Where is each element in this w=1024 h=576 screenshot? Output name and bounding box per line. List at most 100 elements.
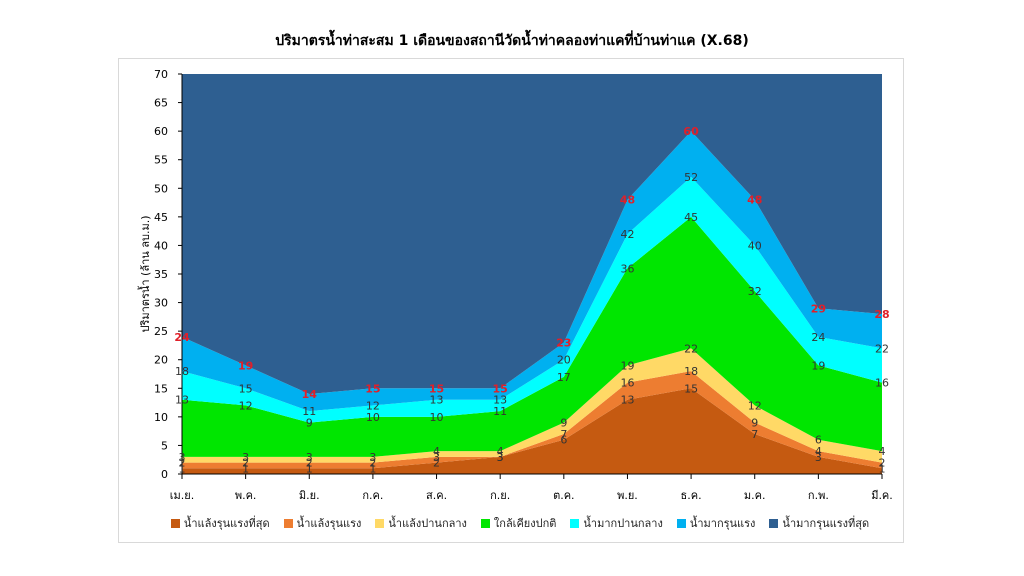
legend-swatch: [170, 518, 180, 528]
legend-item: น้ำมากรุนแรง: [676, 514, 756, 532]
data-label: 3: [497, 451, 504, 464]
y-tick-label: 10: [154, 411, 168, 424]
data-label: 3: [179, 451, 186, 464]
data-label: 9: [751, 417, 758, 430]
x-tick-label: ก.ย.: [490, 489, 510, 502]
data-label: 13: [493, 394, 507, 407]
legend-label: น้ำมากรุนแรงที่สุด: [782, 517, 870, 530]
data-label: 45: [684, 211, 698, 224]
data-label: 19: [238, 359, 253, 372]
data-label: 2: [433, 457, 440, 470]
legend-swatch: [769, 518, 779, 528]
data-label: 48: [747, 194, 762, 207]
data-label: 1: [306, 462, 313, 475]
data-label: 13: [430, 394, 444, 407]
data-label: 29: [811, 302, 826, 315]
legend-label: น้ำแล้งรุนแรง: [296, 517, 362, 530]
y-tick-label: 60: [154, 125, 168, 138]
legend-swatch: [375, 518, 385, 528]
data-label: 60: [683, 125, 699, 138]
data-label: 1: [242, 462, 249, 475]
y-tick-label: 65: [154, 97, 168, 110]
data-label: 10: [430, 411, 444, 424]
data-label: 11: [302, 405, 316, 418]
data-label: 23: [556, 337, 571, 350]
y-tick-label: 55: [154, 154, 168, 167]
data-label: 9: [306, 417, 313, 430]
data-label: 3: [242, 451, 249, 464]
data-label: 1: [369, 462, 376, 475]
legend-label: น้ำแล้งรุนแรงที่สุด: [183, 517, 270, 530]
data-label: 1: [879, 462, 886, 475]
data-label: 7: [751, 428, 758, 441]
x-tick-label: เม.ย.: [170, 489, 194, 502]
data-label: 40: [748, 239, 762, 252]
area-band-5: [182, 176, 882, 423]
y-tick-label: 50: [154, 182, 168, 195]
x-tick-label: ต.ค.: [553, 489, 575, 502]
legend-label: น้ำมากรุนแรง: [689, 517, 756, 530]
data-label: 12: [748, 399, 762, 412]
data-label: 13: [620, 394, 634, 407]
data-label: 16: [875, 377, 889, 390]
data-label: 24: [174, 331, 190, 344]
x-tick-label: ก.ค.: [362, 489, 383, 502]
data-label: 22: [684, 342, 698, 355]
area-band-3: [182, 348, 882, 463]
area-band-2: [182, 371, 882, 469]
data-label: 42: [620, 228, 634, 241]
area-band-4: [182, 216, 882, 457]
x-tick-label: มิ.ย.: [299, 489, 320, 502]
area-band-6: [182, 131, 882, 412]
legend-swatch: [283, 518, 293, 528]
y-tick-label: 45: [154, 211, 168, 224]
data-label: 52: [684, 171, 698, 184]
data-label: 2: [179, 457, 186, 470]
data-label: 18: [175, 365, 189, 378]
data-label: 3: [433, 451, 440, 464]
data-label: 12: [239, 399, 253, 412]
data-label: 1: [179, 462, 186, 475]
x-tick-label: พ.ค.: [235, 489, 257, 502]
data-label: 4: [879, 445, 886, 458]
data-label: 4: [433, 445, 440, 458]
data-label: 22: [875, 342, 889, 355]
y-tick-label: 30: [154, 297, 168, 310]
legend-label: น้ำมากปานกลาง: [583, 517, 663, 530]
data-label: 15: [365, 382, 380, 395]
x-tick-label: ธ.ค.: [681, 489, 702, 502]
y-tick-label: 25: [154, 325, 168, 338]
y-axis-label: ปริมาตรน้ำ (ล้าน ลบ.ม.): [137, 215, 152, 332]
legend-item: ใกล้เคียงปกติ: [480, 514, 556, 532]
data-label: 12: [366, 399, 380, 412]
data-label: 11: [493, 405, 507, 418]
data-label: 3: [815, 451, 822, 464]
data-label: 14: [302, 388, 318, 401]
y-tick-label: 20: [154, 354, 168, 367]
data-label: 4: [815, 445, 822, 458]
data-label: 48: [620, 194, 635, 207]
data-label: 15: [493, 382, 508, 395]
y-tick-label: 35: [154, 268, 168, 281]
legend-swatch: [480, 518, 490, 528]
y-tick-label: 70: [154, 68, 168, 81]
data-label: 28: [874, 308, 889, 321]
data-label: 2: [242, 457, 249, 470]
legend-swatch: [676, 518, 686, 528]
legend-item: น้ำมากปานกลาง: [570, 514, 663, 532]
legend-item: น้ำมากรุนแรงที่สุด: [769, 514, 869, 532]
y-tick-label: 5: [161, 439, 168, 452]
data-label: 18: [684, 365, 698, 378]
data-label: 6: [815, 434, 822, 447]
data-label: 19: [811, 359, 825, 372]
legend-item: น้ำแล้งรุนแรงที่สุด: [170, 514, 270, 532]
data-label: 15: [684, 382, 698, 395]
data-label: 4: [497, 445, 504, 458]
data-label: 19: [620, 359, 634, 372]
data-label: 20: [557, 354, 571, 367]
y-tick-label: 15: [154, 382, 168, 395]
chart-legend: น้ำแล้งรุนแรงที่สุด น้ำแล้งรุนแรง น้ำแล้งป…: [150, 514, 890, 532]
data-label: 2: [369, 457, 376, 470]
area-band-7: [182, 74, 882, 394]
